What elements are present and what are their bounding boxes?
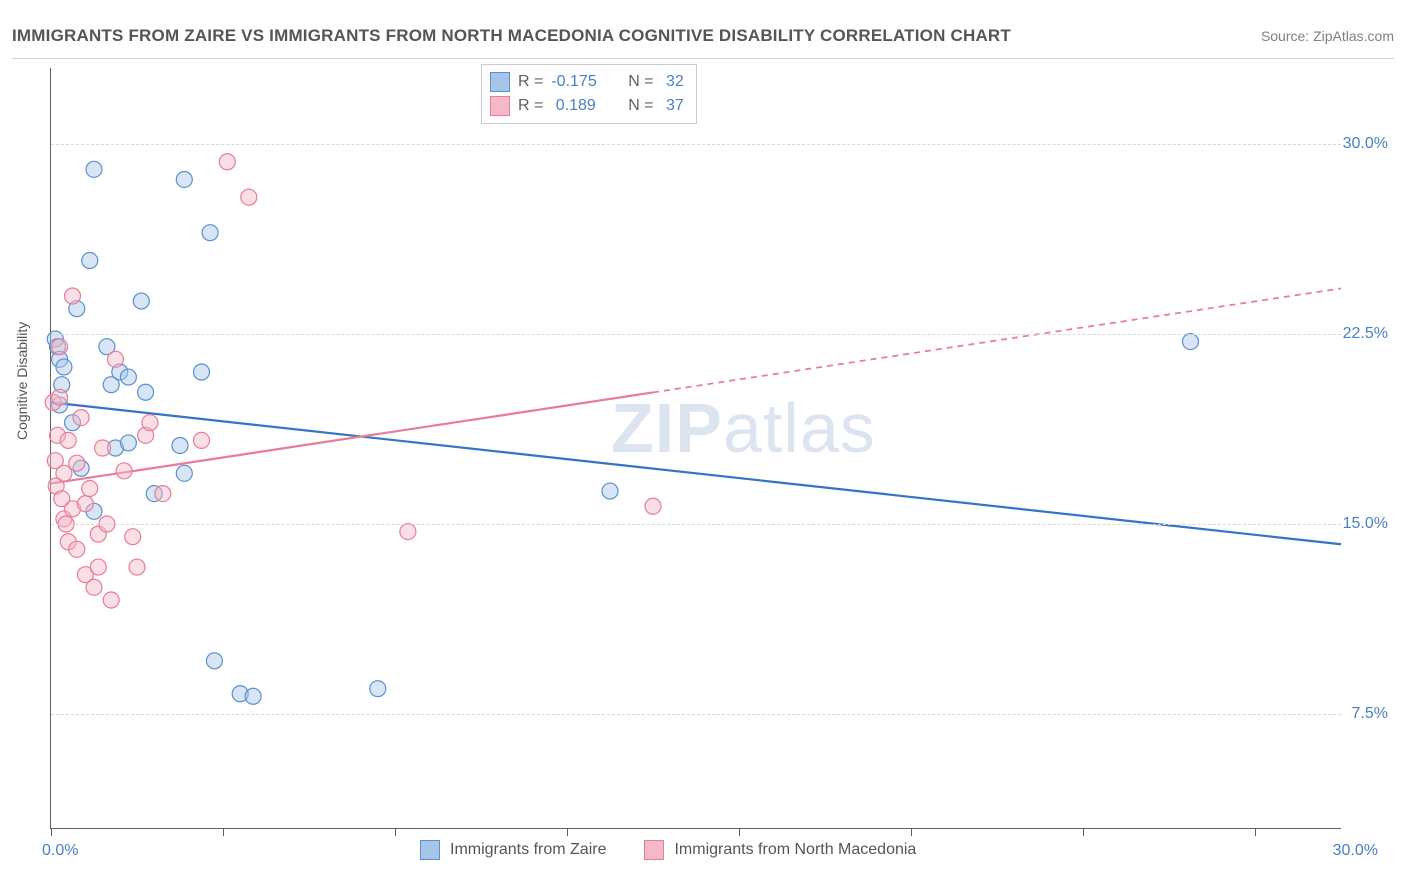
data-point-zaire bbox=[602, 483, 618, 499]
data-point-north_macedonia bbox=[65, 288, 81, 304]
data-point-north_macedonia bbox=[645, 498, 661, 514]
gridline bbox=[51, 334, 1341, 335]
y-tick-label: 22.5% bbox=[1343, 325, 1388, 343]
data-point-zaire bbox=[194, 364, 210, 380]
source: Source: ZipAtlas.com bbox=[1261, 28, 1394, 44]
data-point-zaire bbox=[120, 435, 136, 451]
data-point-north_macedonia bbox=[77, 496, 93, 512]
x-tick bbox=[223, 828, 224, 836]
data-point-zaire bbox=[245, 688, 261, 704]
gridline bbox=[51, 714, 1341, 715]
legend-series: Immigrants from Zaire Immigrants from Nor… bbox=[420, 840, 944, 860]
data-point-zaire bbox=[133, 293, 149, 309]
data-point-north_macedonia bbox=[69, 541, 85, 557]
trend-line-north_macedonia-dashed bbox=[653, 288, 1341, 392]
legend-r-value: -0.175 bbox=[551, 73, 611, 91]
data-point-zaire bbox=[82, 253, 98, 269]
legend-swatch bbox=[420, 840, 440, 860]
data-point-north_macedonia bbox=[108, 351, 124, 367]
data-point-north_macedonia bbox=[400, 524, 416, 540]
legend-correlation: R = -0.175 N = 32 R = 0.189 N = 37 bbox=[481, 64, 697, 124]
data-point-zaire bbox=[176, 171, 192, 187]
legend-correlation-row: R = -0.175 N = 32 bbox=[490, 70, 684, 94]
data-point-north_macedonia bbox=[125, 529, 141, 545]
legend-swatch bbox=[490, 72, 510, 92]
data-point-north_macedonia bbox=[129, 559, 145, 575]
data-point-north_macedonia bbox=[52, 339, 68, 355]
legend-r-value: 0.189 bbox=[551, 97, 611, 115]
data-point-zaire bbox=[138, 384, 154, 400]
data-point-zaire bbox=[172, 437, 188, 453]
data-point-zaire bbox=[202, 225, 218, 241]
data-point-north_macedonia bbox=[69, 455, 85, 471]
legend-series-label: Immigrants from North Macedonia bbox=[674, 841, 916, 859]
gridline bbox=[51, 524, 1341, 525]
legend-n-value: 37 bbox=[662, 97, 684, 115]
legend-r-label: R = bbox=[518, 73, 543, 91]
legend-series-label: Immigrants from Zaire bbox=[450, 841, 606, 859]
x-axis-end-label: 30.0% bbox=[1333, 842, 1378, 860]
data-point-north_macedonia bbox=[142, 415, 158, 431]
trend-line-zaire bbox=[51, 402, 1341, 544]
data-point-north_macedonia bbox=[86, 579, 102, 595]
x-tick bbox=[567, 828, 568, 836]
data-point-zaire bbox=[120, 369, 136, 385]
plot-area: ZIPatlas R =-0.175 N = 32R = 0.189 N = 3… bbox=[50, 68, 1341, 829]
chart-title: IMMIGRANTS FROM ZAIRE VS IMMIGRANTS FROM… bbox=[12, 26, 1011, 46]
data-point-zaire bbox=[176, 465, 192, 481]
data-point-north_macedonia bbox=[60, 432, 76, 448]
data-point-north_macedonia bbox=[194, 432, 210, 448]
y-axis-label: Cognitive Disability bbox=[14, 322, 30, 440]
data-point-north_macedonia bbox=[52, 389, 68, 405]
legend-n-label: N = bbox=[619, 73, 653, 91]
legend-n-value: 32 bbox=[662, 73, 684, 91]
data-point-zaire bbox=[206, 653, 222, 669]
legend-r-label: R = bbox=[518, 97, 543, 115]
x-axis-start-label: 0.0% bbox=[42, 842, 78, 860]
data-point-north_macedonia bbox=[155, 486, 171, 502]
legend-correlation-row: R = 0.189 N = 37 bbox=[490, 94, 684, 118]
data-point-zaire bbox=[370, 681, 386, 697]
data-point-zaire bbox=[86, 161, 102, 177]
y-tick-label: 30.0% bbox=[1343, 135, 1388, 153]
legend-swatch bbox=[490, 96, 510, 116]
source-label: Source: bbox=[1261, 28, 1313, 44]
data-point-north_macedonia bbox=[241, 189, 257, 205]
data-point-zaire bbox=[1183, 334, 1199, 350]
x-tick bbox=[1083, 828, 1084, 836]
source-value: ZipAtlas.com bbox=[1313, 28, 1394, 44]
title-bar: IMMIGRANTS FROM ZAIRE VS IMMIGRANTS FROM… bbox=[12, 20, 1394, 59]
x-tick bbox=[395, 828, 396, 836]
x-tick bbox=[51, 828, 52, 836]
data-point-north_macedonia bbox=[219, 154, 235, 170]
data-point-north_macedonia bbox=[116, 463, 132, 479]
x-tick bbox=[739, 828, 740, 836]
data-point-north_macedonia bbox=[103, 592, 119, 608]
y-tick-label: 15.0% bbox=[1343, 515, 1388, 533]
legend-n-label: N = bbox=[619, 97, 653, 115]
data-point-north_macedonia bbox=[82, 481, 98, 497]
legend-swatch bbox=[644, 840, 664, 860]
y-tick-label: 7.5% bbox=[1352, 705, 1388, 723]
data-point-north_macedonia bbox=[95, 440, 111, 456]
data-point-north_macedonia bbox=[73, 410, 89, 426]
gridline bbox=[51, 144, 1341, 145]
data-point-north_macedonia bbox=[90, 559, 106, 575]
x-tick bbox=[1255, 828, 1256, 836]
x-tick bbox=[911, 828, 912, 836]
data-point-zaire bbox=[56, 359, 72, 375]
